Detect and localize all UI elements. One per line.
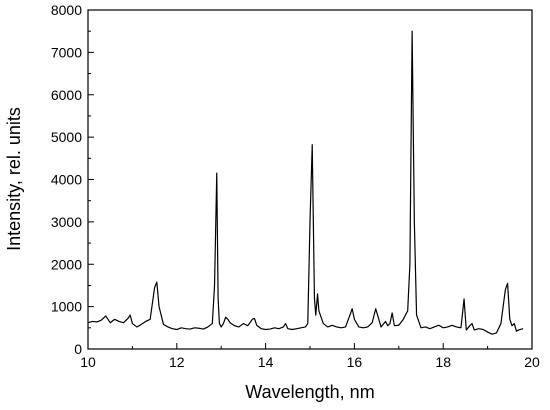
plot-area-frame [87,9,533,350]
y-axis-ticks [88,9,94,350]
x-tick-label: 16 [347,354,363,370]
y-tick-label: 2000 [51,256,82,272]
y-tick-label: 6000 [51,87,82,103]
x-tick-label: 20 [524,354,540,370]
x-axis-tick-labels: 10 12 14 16 18 20 [80,354,540,370]
series-line-intensity [87,30,524,335]
x-tick-label: 12 [169,354,185,370]
x-axis-ticks [87,343,533,349]
y-axis-tick-labels: 0 1000 2000 3000 4000 5000 6000 7000 8000 [51,2,82,357]
x-tick-label: 10 [80,354,96,370]
y-tick-label: 7000 [51,44,82,60]
x-axis-title: Wavelength, nm [245,382,374,402]
y-axis-title: Intensity, rel. units [4,107,24,251]
y-tick-label: 8000 [51,2,82,18]
y-tick-label: 3000 [51,214,82,230]
y-tick-label: 5000 [51,129,82,145]
y-tick-label: 4000 [51,172,82,188]
y-tick-label: 0 [74,341,82,357]
x-tick-label: 14 [258,354,274,370]
x-tick-label: 18 [435,354,451,370]
y-tick-label: 1000 [51,299,82,315]
